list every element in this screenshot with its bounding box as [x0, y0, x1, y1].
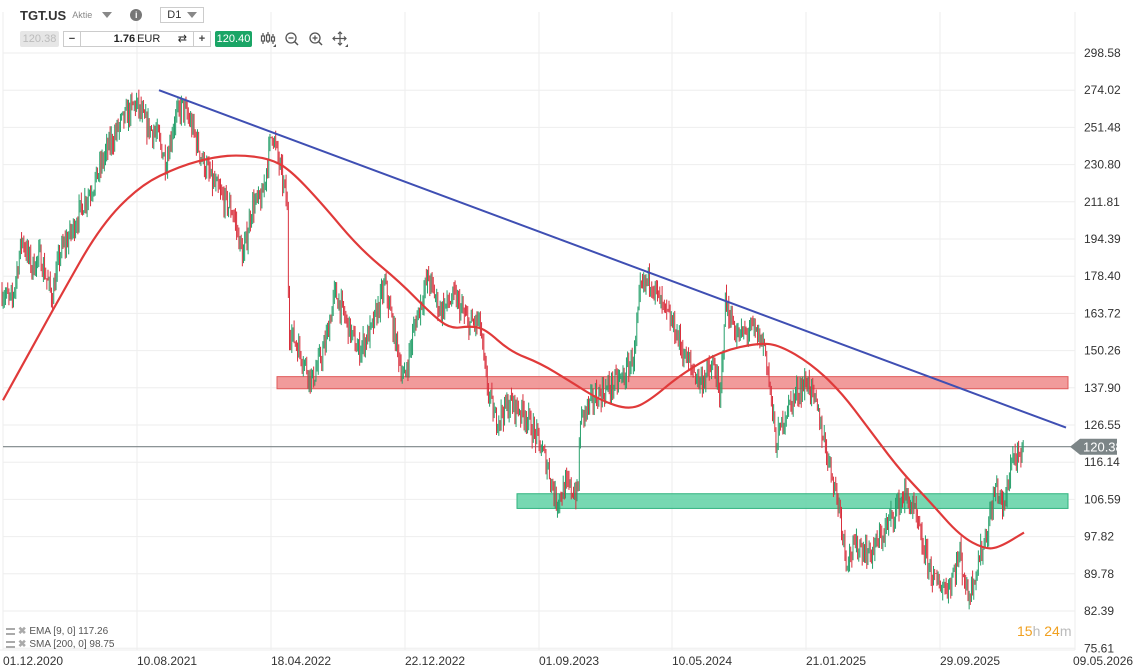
swap-icon[interactable]: ⇄: [177, 33, 187, 45]
date-tick: 22.12.2022: [405, 654, 465, 668]
quantity-unit: EUR: [137, 32, 161, 45]
price-tick: 137.90: [1084, 381, 1121, 395]
timeframe-select[interactable]: D1: [160, 7, 205, 23]
buy-price-button[interactable]: 120.40: [215, 30, 252, 47]
timer-minutes-unit: m: [1059, 623, 1072, 639]
timeframe-value: D1: [167, 9, 182, 21]
date-tick: 18.04.2022: [271, 654, 331, 668]
time-axis[interactable]: 01.12.2020 10.08.2021 18.04.2022 22.12.2022…: [3, 654, 1133, 668]
timer-minutes: 24: [1044, 623, 1060, 639]
price-axis[interactable]: 298.58 274.02 251.48 230.80 211.81 194.39 178.…: [1084, 46, 1121, 655]
legend-ema: ✖ EMA [9, 0] 117.26: [6, 625, 114, 638]
date-tick: 21.01.2025: [806, 654, 866, 668]
date-tick: 10.08.2021: [137, 654, 197, 668]
quantity-value: 1.76: [113, 32, 136, 45]
price-tick: 298.58: [1084, 46, 1121, 60]
candlestick-series: [1, 89, 1024, 610]
zoom-in-icon[interactable]: [308, 31, 324, 47]
price-tick: 150.26: [1084, 344, 1121, 358]
chevron-down-icon: [187, 12, 198, 18]
instrument-header: TGT.US Aktie i D1: [20, 6, 205, 24]
price-tick: 106.59: [1084, 492, 1121, 506]
price-tick: 274.02: [1084, 83, 1121, 97]
chart-type-icon[interactable]: [260, 31, 276, 47]
price-tick: 82.39: [1084, 604, 1114, 618]
legend-sma: ✖ SMA [200, 0] 98.75: [6, 638, 114, 651]
date-tick: 09.05.2026: [1073, 654, 1133, 668]
remove-indicator-icon[interactable]: ✖: [18, 626, 27, 637]
price-tick: 211.81: [1084, 195, 1120, 209]
descending-trendline[interactable]: [158, 89, 1067, 429]
current-price-label: 120.38: [1070, 438, 1123, 455]
zoom-out-icon[interactable]: [284, 31, 300, 47]
price-tick: 230.80: [1084, 158, 1121, 172]
crosshair-move-icon[interactable]: [332, 30, 348, 47]
sma-200-line[interactable]: [2, 154, 1025, 550]
price-tick: 116.14: [1084, 455, 1120, 469]
price-tick: 126.55: [1084, 418, 1121, 432]
date-tick: 10.05.2024: [672, 654, 732, 668]
price-tick: 163.72: [1084, 306, 1121, 320]
info-icon[interactable]: i: [130, 9, 143, 21]
remove-indicator-icon[interactable]: ✖: [18, 639, 27, 650]
price-tick: 89.78: [1084, 567, 1114, 581]
price-tick: 251.48: [1084, 120, 1121, 134]
symbol-dropdown-chevron-icon[interactable]: [102, 12, 113, 18]
timer-hours: 15: [1017, 623, 1033, 639]
price-tick: 97.82: [1084, 530, 1114, 544]
indicator-settings-icon[interactable]: [6, 641, 15, 648]
price-tick: 75.61: [1084, 641, 1114, 655]
chart-grid: [0, 12, 1076, 651]
decrease-button[interactable]: −: [68, 32, 76, 45]
timer-hours-unit: h: [1032, 623, 1041, 639]
date-tick: 29.09.2025: [940, 654, 1000, 668]
support-zone[interactable]: [516, 493, 1069, 509]
date-tick: 01.09.2023: [539, 654, 599, 668]
ema-label: EMA [9, 0] 117.26: [29, 626, 109, 637]
increase-button[interactable]: +: [198, 32, 206, 45]
instrument-type: Aktie: [72, 10, 93, 20]
indicator-legend: ✖ EMA [9, 0] 117.26 ✖ SMA [200, 0] 98.75: [6, 625, 114, 651]
trade-bar: 120.38 − 1.76 EUR ⇄ + 120.40: [20, 30, 348, 47]
price-tick: 194.39: [1084, 232, 1121, 246]
quantity-stepper[interactable]: − 1.76 EUR ⇄ +: [63, 30, 211, 47]
indicator-settings-icon[interactable]: [6, 628, 15, 635]
svg-text:120.38: 120.38: [1083, 440, 1123, 455]
date-tick: 01.12.2020: [3, 654, 63, 668]
sma-label: SMA [200, 0] 98.75: [29, 639, 115, 650]
price-tick: 178.40: [1084, 269, 1121, 283]
candle-countdown-timer: 15h 24m: [1017, 623, 1072, 639]
sell-price-button[interactable]: 120.38: [20, 30, 59, 47]
quantity-input[interactable]: 1.76 EUR ⇄: [80, 31, 194, 46]
symbol-name: TGT.US: [20, 7, 67, 23]
